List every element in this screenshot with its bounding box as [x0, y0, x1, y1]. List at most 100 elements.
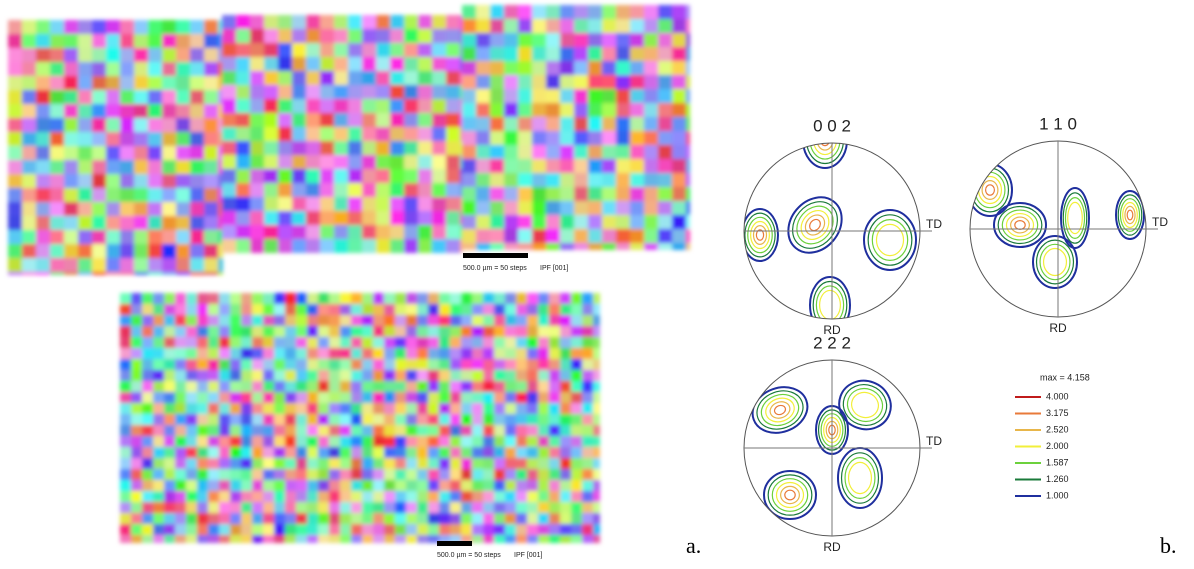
grain	[120, 62, 134, 76]
grain	[334, 113, 348, 127]
grain	[264, 43, 278, 57]
grain	[8, 118, 22, 132]
grain	[418, 155, 432, 169]
grain	[36, 188, 50, 202]
grain	[204, 20, 218, 34]
grain	[306, 155, 320, 169]
grain	[574, 243, 588, 250]
grain	[176, 62, 190, 76]
grain	[428, 469, 439, 480]
grain	[236, 127, 250, 141]
grain	[532, 103, 546, 117]
grain	[362, 370, 373, 381]
grain	[64, 230, 78, 244]
grain	[241, 326, 252, 337]
grain	[218, 174, 223, 188]
grain	[527, 403, 538, 414]
grain	[450, 480, 461, 491]
grain	[252, 414, 263, 425]
grain	[164, 469, 175, 480]
grain	[148, 20, 162, 34]
grain	[264, 211, 278, 225]
grain	[418, 141, 432, 155]
grain	[362, 239, 376, 253]
grain	[218, 20, 223, 34]
grain	[373, 326, 384, 337]
grain	[263, 491, 274, 502]
grain	[285, 304, 296, 315]
grain	[142, 304, 153, 315]
scale-bar	[463, 253, 528, 258]
grain	[148, 244, 162, 258]
grain	[222, 169, 236, 183]
grain	[307, 359, 318, 370]
grain	[376, 239, 390, 253]
grain	[538, 293, 549, 304]
grain	[120, 370, 131, 381]
grain	[505, 480, 516, 491]
grain	[120, 48, 134, 62]
grain	[395, 436, 406, 447]
grain	[142, 381, 153, 392]
grain	[153, 480, 164, 491]
grain	[571, 370, 582, 381]
grain	[588, 5, 602, 19]
grain	[505, 392, 516, 403]
grain	[571, 513, 582, 524]
grain	[672, 75, 686, 89]
grain	[340, 293, 351, 304]
grain	[571, 480, 582, 491]
grain	[518, 131, 532, 145]
grain	[218, 244, 223, 258]
grain	[461, 436, 472, 447]
grain	[672, 61, 686, 75]
grain	[476, 201, 490, 215]
grain	[574, 47, 588, 61]
grain	[658, 19, 672, 33]
grain	[560, 131, 574, 145]
grain	[175, 326, 186, 337]
grain	[148, 34, 162, 48]
grain	[197, 326, 208, 337]
grain	[362, 469, 373, 480]
grain	[164, 293, 175, 304]
grain	[197, 381, 208, 392]
grain	[417, 535, 428, 543]
grain	[274, 293, 285, 304]
grain	[472, 458, 483, 469]
grain	[351, 348, 362, 359]
grain	[483, 381, 494, 392]
grain	[549, 370, 560, 381]
grain	[472, 535, 483, 543]
grain	[406, 381, 417, 392]
grain	[461, 304, 472, 315]
grain	[106, 48, 120, 62]
grain	[417, 513, 428, 524]
grain	[334, 155, 348, 169]
grain	[190, 76, 204, 90]
grain	[460, 15, 462, 29]
grain	[560, 47, 574, 61]
grain	[658, 61, 672, 75]
grain	[549, 535, 560, 543]
grain	[186, 326, 197, 337]
grain	[362, 447, 373, 458]
grain	[384, 491, 395, 502]
grain	[274, 480, 285, 491]
grain	[120, 76, 134, 90]
grain	[582, 326, 593, 337]
grain	[505, 447, 516, 458]
grain	[516, 524, 527, 535]
grain	[362, 211, 376, 225]
grain	[549, 326, 560, 337]
grain	[348, 211, 362, 225]
grain	[263, 425, 274, 436]
grain	[307, 469, 318, 480]
grain	[446, 169, 460, 183]
grain	[406, 304, 417, 315]
grain	[460, 169, 462, 183]
grain	[263, 359, 274, 370]
grain	[218, 160, 223, 174]
grain	[222, 141, 236, 155]
grain	[153, 436, 164, 447]
